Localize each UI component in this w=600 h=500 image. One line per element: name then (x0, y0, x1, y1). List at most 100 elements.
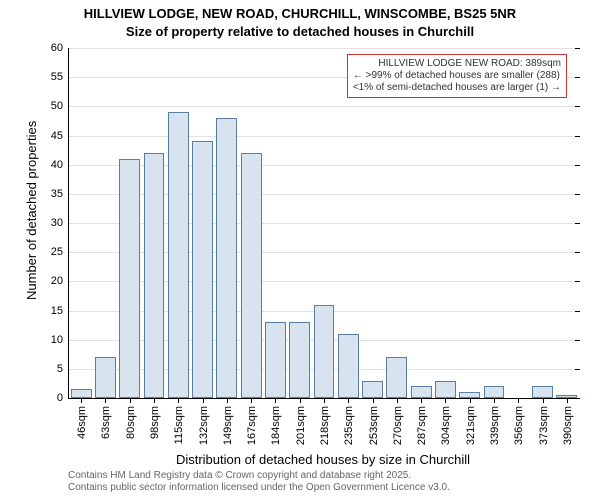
x-tick-mark (324, 398, 325, 403)
x-tick-label: 253sqm (366, 406, 380, 445)
x-tick-label: 270sqm (390, 406, 404, 445)
chart-title-line1: HILLVIEW LODGE, NEW ROAD, CHURCHILL, WIN… (0, 6, 600, 21)
y-tick-label: 20 (51, 275, 69, 287)
x-tick-label: 115sqm (171, 406, 185, 444)
gridline (69, 106, 579, 107)
annotation-line: ← >99% of detached houses are smaller (2… (353, 70, 561, 82)
histogram-bar (216, 118, 237, 398)
histogram-bar (386, 357, 407, 398)
y-tick-label: 30 (51, 217, 69, 229)
x-tick-label: 390sqm (560, 406, 574, 445)
x-tick-mark (130, 398, 131, 403)
x-tick-mark (348, 398, 349, 403)
x-tick-mark (567, 398, 568, 403)
y-tick-mark (575, 77, 580, 78)
histogram-bar (435, 381, 456, 399)
histogram-bar (119, 159, 140, 398)
x-tick-mark (470, 398, 471, 403)
attribution-text: Contains HM Land Registry data © Crown c… (68, 470, 450, 493)
histogram-bar (95, 357, 116, 398)
histogram-bar (484, 386, 505, 398)
y-tick-label: 25 (51, 246, 69, 258)
x-tick-mark (421, 398, 422, 403)
y-tick-label: 40 (51, 159, 69, 171)
x-tick-mark (445, 398, 446, 403)
y-tick-label: 35 (51, 188, 69, 200)
gridline (69, 48, 579, 49)
x-tick-mark (373, 398, 374, 403)
annotation-box: HILLVIEW LODGE NEW ROAD: 389sqm← >99% of… (347, 54, 567, 98)
attribution-line1: Contains HM Land Registry data © Crown c… (68, 470, 450, 482)
x-tick-label: 98sqm (147, 406, 161, 439)
x-tick-mark (397, 398, 398, 403)
x-tick-mark (105, 398, 106, 403)
x-tick-label: 287sqm (414, 406, 428, 445)
annotation-line: HILLVIEW LODGE NEW ROAD: 389sqm (353, 58, 561, 70)
x-tick-mark (227, 398, 228, 403)
y-tick-mark (575, 369, 580, 370)
histogram-bar (289, 322, 310, 398)
x-tick-mark (251, 398, 252, 403)
x-tick-mark (300, 398, 301, 403)
histogram-bar (192, 141, 213, 398)
x-tick-mark (275, 398, 276, 403)
y-tick-label: 0 (57, 392, 69, 404)
x-tick-label: 132sqm (196, 406, 210, 445)
x-tick-mark (494, 398, 495, 403)
x-tick-label: 80sqm (123, 406, 137, 439)
x-tick-label: 373sqm (536, 406, 550, 445)
y-axis-label: Number of detached properties (24, 121, 39, 300)
y-tick-mark (575, 136, 580, 137)
x-tick-label: 201sqm (293, 406, 307, 445)
y-tick-mark (575, 281, 580, 282)
x-tick-label: 149sqm (220, 406, 234, 445)
x-tick-label: 63sqm (98, 406, 112, 439)
histogram-bar (168, 112, 189, 398)
attribution-line2: Contains public sector information licen… (68, 482, 450, 494)
y-tick-mark (575, 252, 580, 253)
x-tick-mark (178, 398, 179, 403)
chart-container: HILLVIEW LODGE, NEW ROAD, CHURCHILL, WIN… (0, 0, 600, 500)
x-tick-label: 339sqm (487, 406, 501, 445)
gridline (69, 136, 579, 137)
y-tick-label: 5 (57, 363, 69, 375)
histogram-bar (411, 386, 432, 398)
x-tick-label: 356sqm (511, 406, 525, 445)
y-tick-mark (575, 398, 580, 399)
histogram-bar (532, 386, 553, 398)
histogram-bar (241, 153, 262, 398)
y-tick-label: 50 (51, 100, 69, 112)
histogram-bar (314, 305, 335, 398)
x-tick-mark (518, 398, 519, 403)
y-tick-mark (575, 165, 580, 166)
y-tick-mark (575, 340, 580, 341)
y-tick-mark (575, 106, 580, 107)
x-tick-label: 218sqm (317, 406, 331, 445)
histogram-bar (338, 334, 359, 398)
x-tick-mark (203, 398, 204, 403)
histogram-bar (362, 381, 383, 399)
x-axis-label: Distribution of detached houses by size … (68, 452, 578, 467)
y-tick-label: 10 (51, 334, 69, 346)
x-tick-label: 184sqm (268, 406, 282, 445)
histogram-bar (144, 153, 165, 398)
x-tick-mark (154, 398, 155, 403)
annotation-line: <1% of semi-detached houses are larger (… (353, 82, 561, 94)
x-tick-mark (543, 398, 544, 403)
x-tick-label: 46sqm (74, 406, 88, 439)
y-tick-mark (575, 194, 580, 195)
x-tick-label: 167sqm (244, 406, 258, 445)
histogram-bar (71, 389, 92, 398)
plot-area: 05101520253035404550556046sqm63sqm80sqm9… (68, 48, 579, 399)
y-tick-mark (575, 311, 580, 312)
x-tick-label: 304sqm (438, 406, 452, 445)
y-tick-label: 55 (51, 71, 69, 83)
y-tick-label: 60 (51, 42, 69, 54)
y-tick-mark (575, 223, 580, 224)
y-tick-label: 45 (51, 130, 69, 142)
x-tick-label: 235sqm (341, 406, 355, 445)
histogram-bar (265, 322, 286, 398)
chart-title-line2: Size of property relative to detached ho… (0, 24, 600, 39)
y-tick-label: 15 (51, 305, 69, 317)
x-tick-label: 321sqm (463, 406, 477, 445)
